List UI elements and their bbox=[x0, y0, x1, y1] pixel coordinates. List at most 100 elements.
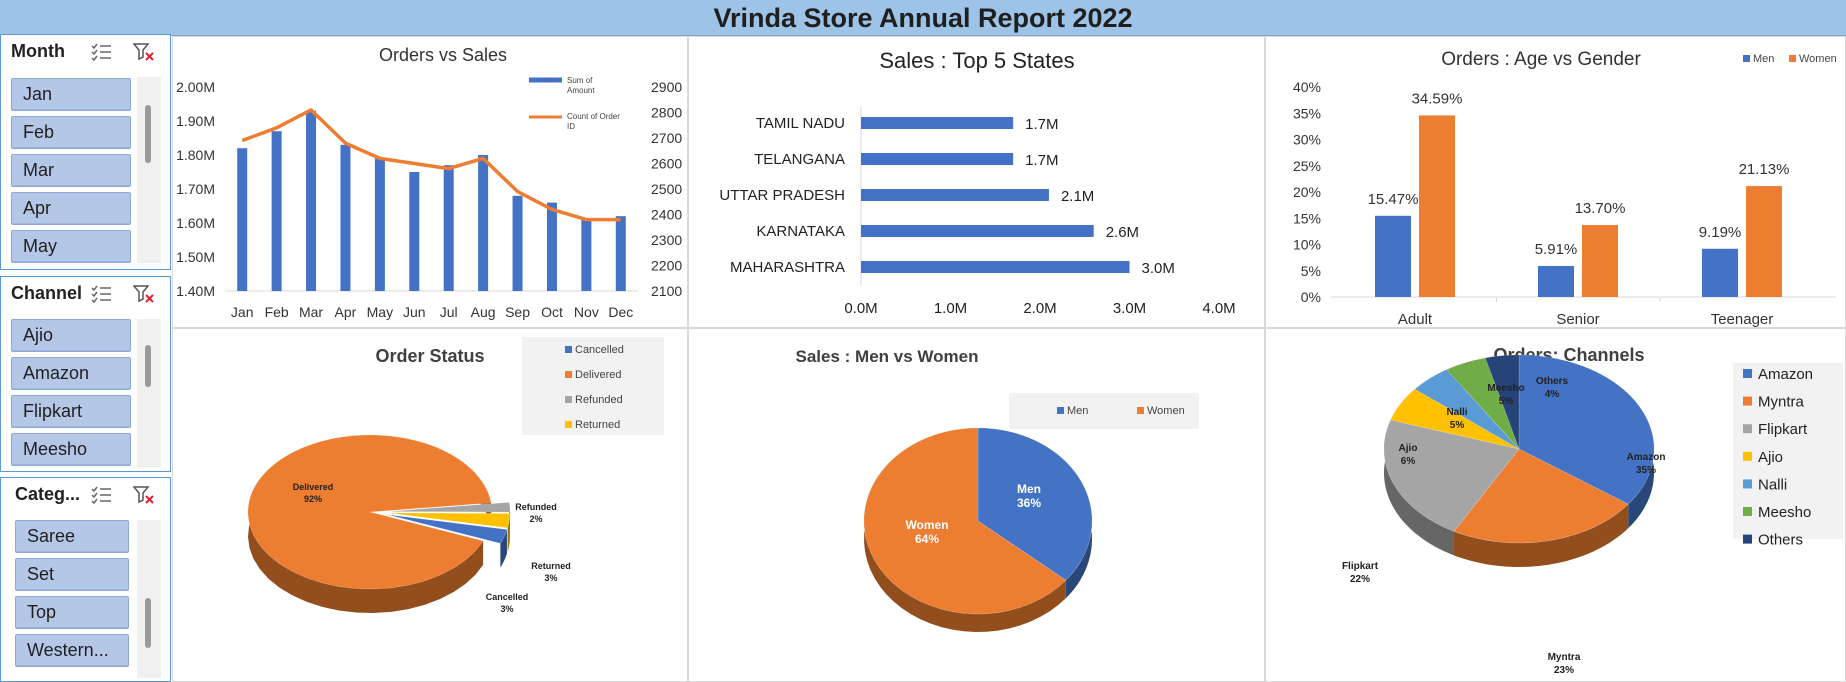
bar bbox=[306, 110, 317, 291]
legend-swatch bbox=[1743, 451, 1752, 461]
title-bar: Vrinda Store Annual Report 2022 bbox=[0, 0, 1846, 36]
legend-swatch bbox=[1057, 407, 1064, 414]
legend-label: Cancelled bbox=[575, 344, 624, 356]
slice-value: 64% bbox=[915, 532, 939, 546]
y-tick-right: 2600 bbox=[651, 156, 682, 172]
x-tick: Feb bbox=[265, 304, 289, 320]
slice-value: 22% bbox=[1350, 574, 1370, 585]
x-tick: Teenager bbox=[1711, 311, 1774, 328]
chart-title: Order Status bbox=[375, 346, 484, 366]
legend-label: Women bbox=[1799, 53, 1837, 65]
channels-chart: Orders: ChannelsAmazonMyntraFlipkartAjio… bbox=[1342, 345, 1843, 676]
scrollbar-thumb[interactable] bbox=[145, 345, 151, 387]
data-label: 2.6M bbox=[1106, 224, 1139, 241]
category-slicer[interactable]: Categ... Saree Set Top Western... bbox=[0, 477, 171, 682]
report-title: Vrinda Store Annual Report 2022 bbox=[713, 3, 1133, 33]
legend-label: Amazon bbox=[1758, 366, 1813, 383]
category-label: UTTAR PRADESH bbox=[719, 187, 845, 204]
bar bbox=[1538, 265, 1574, 297]
y-tick: 20% bbox=[1293, 184, 1321, 200]
bar bbox=[861, 261, 1130, 273]
slicer-title: Categ... bbox=[15, 484, 81, 504]
legend-label: Sum of bbox=[567, 76, 593, 85]
legend-swatch bbox=[565, 371, 572, 378]
legend-label: Returned bbox=[575, 419, 620, 431]
slicer-item-ajio[interactable]: Ajio bbox=[11, 319, 131, 352]
x-tick: Apr bbox=[335, 304, 357, 320]
category-label: TAMIL NADU bbox=[756, 115, 845, 132]
clear-filter-icon[interactable] bbox=[133, 284, 155, 304]
y-tick: 25% bbox=[1293, 158, 1321, 174]
bar bbox=[1702, 248, 1738, 297]
chart-title: Orders vs Sales bbox=[379, 45, 507, 65]
slicer-scrollbar[interactable] bbox=[137, 319, 161, 467]
slice-label: Delivered bbox=[293, 482, 334, 492]
pie-slice bbox=[1383, 419, 1520, 532]
slicer-item-jan[interactable]: Jan bbox=[11, 78, 131, 111]
slicer-item-saree[interactable]: Saree bbox=[15, 520, 129, 553]
slice-value: 92% bbox=[304, 494, 322, 504]
legend-swatch bbox=[1743, 507, 1752, 516]
slicer-item-top[interactable]: Top bbox=[15, 596, 129, 629]
bar bbox=[512, 195, 523, 291]
slicer-title: Month bbox=[11, 41, 65, 61]
y-tick-right: 2700 bbox=[651, 130, 682, 146]
pie-slice bbox=[387, 514, 508, 544]
legend-swatch bbox=[1743, 479, 1752, 489]
y-tick-right: 2400 bbox=[651, 207, 682, 223]
channel-slicer[interactable]: Channel Ajio Amazon Flipkart Meesho bbox=[0, 276, 171, 472]
slice-value: 3% bbox=[500, 604, 513, 614]
scrollbar-thumb[interactable] bbox=[145, 598, 151, 648]
scrollbar-thumb[interactable] bbox=[145, 105, 151, 163]
slicer-item-flipkart[interactable]: Flipkart bbox=[11, 395, 131, 428]
slicer-item-may[interactable]: May bbox=[11, 230, 131, 263]
pie-slice-side bbox=[864, 428, 1066, 632]
slicer-item-apr[interactable]: Apr bbox=[11, 192, 131, 225]
multi-select-icon[interactable] bbox=[91, 285, 113, 303]
data-label: 1.7M bbox=[1025, 116, 1058, 133]
y-tick: 15% bbox=[1293, 210, 1321, 226]
bar bbox=[237, 148, 248, 291]
multi-select-icon[interactable] bbox=[91, 43, 113, 61]
slicer-title: Channel bbox=[11, 283, 83, 303]
clear-filter-icon[interactable] bbox=[133, 42, 155, 62]
clear-filter-icon[interactable] bbox=[133, 485, 155, 505]
slicer-scrollbar[interactable] bbox=[137, 77, 161, 263]
y-tick-right: 2300 bbox=[651, 232, 682, 248]
x-tick: Aug bbox=[471, 304, 496, 320]
pie-slice-side bbox=[507, 513, 510, 552]
slice-label: Returned bbox=[531, 561, 571, 571]
multi-select-icon[interactable] bbox=[91, 486, 113, 504]
legend-swatch bbox=[1743, 396, 1752, 406]
category-label: KARNATAKA bbox=[756, 223, 845, 240]
x-tick: Jul bbox=[440, 304, 458, 320]
x-tick: Dec bbox=[608, 304, 633, 320]
y-tick-right: 2800 bbox=[651, 105, 682, 121]
legend-swatch bbox=[1743, 55, 1750, 62]
slicer-item-amazon[interactable]: Amazon bbox=[11, 357, 131, 390]
data-label: 2.1M bbox=[1061, 188, 1094, 205]
y-tick: 10% bbox=[1293, 237, 1321, 253]
bar bbox=[1375, 215, 1411, 297]
slicer-item-meesho[interactable]: Meesho bbox=[11, 433, 131, 466]
legend-label: Women bbox=[1147, 405, 1185, 417]
bar bbox=[271, 131, 282, 291]
y-tick: 30% bbox=[1293, 132, 1321, 148]
slicer-item-western[interactable]: Western... bbox=[15, 634, 129, 667]
x-tick: 2.0M bbox=[1023, 300, 1056, 317]
slicer-item-feb[interactable]: Feb bbox=[11, 116, 131, 149]
slicer-scrollbar[interactable] bbox=[137, 520, 161, 678]
age-gender-chart: Orders : Age vs Gender Men Women 40% 35% 30% 2… bbox=[1293, 49, 1837, 328]
data-label: 5.91% bbox=[1535, 241, 1578, 258]
slice-label: Ajio bbox=[1399, 443, 1418, 454]
pie-slice bbox=[1446, 357, 1520, 450]
legend-label: Ajio bbox=[1758, 449, 1783, 466]
bar bbox=[340, 144, 351, 291]
slicer-item-mar[interactable]: Mar bbox=[11, 154, 131, 187]
slicer-item-set[interactable]: Set bbox=[15, 558, 129, 591]
month-slicer[interactable]: Month Jan Feb Mar Apr May bbox=[0, 34, 171, 270]
data-label: 1.7M bbox=[1025, 152, 1058, 169]
pie-slice-side bbox=[1384, 419, 1454, 556]
